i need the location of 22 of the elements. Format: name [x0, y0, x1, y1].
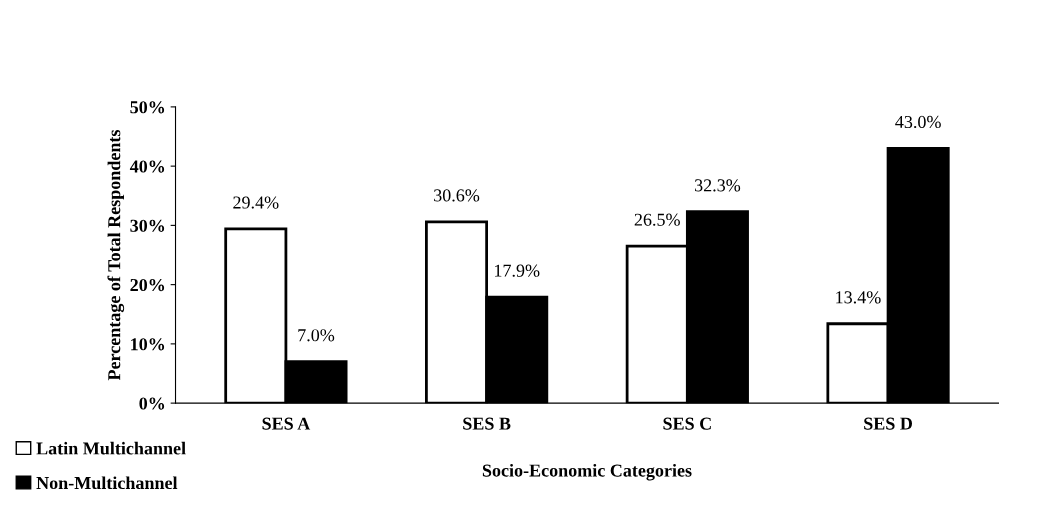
data-label: 30.6% [434, 189, 480, 202]
legend-label: Latin Multichannel [36, 441, 186, 455]
data-label: 13.4% [836, 291, 881, 304]
data-label: 43.0% [895, 115, 941, 129]
y-tick-label: 30% [130, 219, 165, 232]
x-tick-label: SES D [864, 417, 913, 430]
y-axis-title: Percentage of Total Respondents [107, 129, 125, 381]
x-tick-label: SES B [463, 417, 511, 430]
x-axis-title: Socio-Economic Categories [482, 463, 692, 481]
y-tick-label: 40% [129, 160, 165, 173]
data-label: 32.3% [694, 179, 741, 192]
y-tick-label: 0% [139, 397, 165, 410]
data-label: 17.9% [495, 264, 540, 277]
data-label: 7.0% [298, 329, 335, 342]
legend-label: Non-Multichannel [36, 476, 178, 490]
y-tick-label: 10% [131, 338, 165, 351]
x-tick-label: SES A [262, 417, 311, 430]
x-tick-label: SES C [663, 417, 711, 430]
y-tick-label: 50% [130, 101, 165, 114]
data-label: 26.5% [634, 213, 680, 226]
y-tick-label: 20% [130, 278, 165, 292]
data-label: 29.4% [233, 196, 279, 209]
